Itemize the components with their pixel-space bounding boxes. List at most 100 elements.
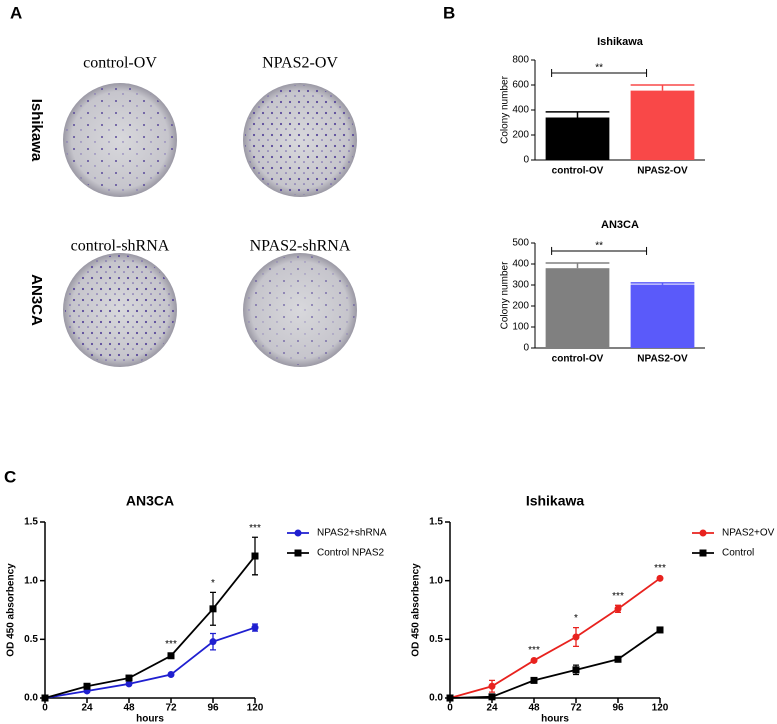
y-tick-label: 0: [523, 155, 529, 166]
legend-marker: [294, 529, 302, 537]
y-tick-label: 1.5: [24, 517, 38, 528]
x-tick-label: 120: [247, 703, 264, 714]
x-tick-label: control-OV: [552, 354, 604, 365]
x-tick-label: 96: [612, 703, 624, 714]
significance-label: ***: [165, 639, 177, 650]
data-point: [572, 666, 580, 674]
legend-label: Control: [722, 548, 754, 559]
significance-label: ***: [249, 523, 261, 534]
significance-label: ***: [528, 645, 540, 656]
x-tick-label: 48: [528, 703, 540, 714]
bar: [630, 284, 695, 348]
y-tick-label: 500: [512, 238, 529, 249]
column-label: NPAS2-shRNA: [250, 238, 351, 255]
legend-label: NPAS2+OV: [722, 528, 775, 539]
x-tick-label: 120: [652, 703, 669, 714]
series-line: [449, 577, 661, 699]
legend-marker: [294, 549, 302, 557]
x-tick-label: 72: [165, 703, 177, 714]
x-tick-label: 24: [486, 703, 498, 714]
y-tick-label: 1.0: [429, 575, 443, 586]
bar: [545, 268, 610, 348]
x-tick-label: NPAS2-OV: [637, 354, 688, 365]
y-tick-label: 0.0: [429, 693, 443, 704]
data-point: [614, 605, 622, 613]
series-line: [44, 555, 256, 699]
panel-label: C: [4, 467, 16, 486]
y-tick-label: 200: [512, 130, 529, 141]
data-point: [209, 638, 217, 646]
data-point: [656, 574, 664, 582]
y-tick-label: 0.5: [24, 634, 38, 645]
column-label: control-OV: [83, 55, 157, 72]
y-axis-label: OD 450 absorbency: [6, 563, 17, 657]
legend-label: Control NPAS2: [317, 548, 385, 559]
legend-marker: [699, 529, 707, 537]
legend-label: NPAS2+shRNA: [317, 528, 387, 539]
significance-label: *: [211, 578, 215, 589]
column-label: NPAS2-OV: [262, 55, 338, 72]
x-tick-label: 24: [81, 703, 93, 714]
dish-images: [63, 83, 357, 367]
x-tick-label: 0: [42, 703, 48, 714]
x-tick-label: 0: [447, 703, 453, 714]
data-point: [446, 694, 454, 702]
y-tick-label: 800: [512, 55, 529, 66]
column-label: control-shRNA: [71, 238, 170, 255]
bar: [630, 90, 695, 160]
y-tick-label: 100: [512, 322, 529, 333]
x-tick-label: 48: [123, 703, 135, 714]
data-point: [251, 624, 259, 632]
y-tick-label: 1.5: [429, 517, 443, 528]
data-point: [209, 605, 217, 613]
significance-label: **: [595, 63, 603, 74]
y-axis-label: Colony number: [500, 261, 511, 329]
data-point: [167, 671, 175, 679]
significance-label: *: [574, 613, 578, 624]
data-point: [530, 676, 538, 684]
row-label: AN3CA: [28, 274, 45, 326]
y-tick-label: 0.5: [429, 634, 443, 645]
y-tick-label: 0: [523, 343, 529, 354]
x-tick-label: control-OV: [552, 166, 604, 177]
y-axis-label: OD 450 absorbency: [411, 563, 422, 657]
data-point: [488, 682, 496, 690]
y-tick-label: 0.0: [24, 693, 38, 704]
data-point: [488, 693, 496, 701]
y-tick-label: 1.0: [24, 575, 38, 586]
x-tick-label: 72: [570, 703, 582, 714]
panel-label: A: [10, 3, 22, 22]
x-tick-label: 96: [207, 703, 219, 714]
data-point: [614, 655, 622, 663]
data-point: [251, 552, 259, 560]
data-point: [125, 674, 133, 682]
panel-label: B: [443, 3, 455, 22]
data-point: [125, 680, 133, 688]
significance-label: ***: [612, 591, 624, 602]
y-tick-label: 600: [512, 80, 529, 91]
significance-label: **: [595, 241, 603, 252]
data-point: [83, 682, 91, 690]
data-point: [656, 626, 664, 634]
x-axis-label: hours: [541, 714, 569, 724]
series-line: [44, 626, 256, 699]
series-line: [449, 629, 661, 699]
bar: [545, 117, 610, 160]
chart-title: Ishikawa: [526, 493, 585, 509]
chart-title: Ishikawa: [597, 36, 644, 48]
row-label: Ishikawa: [28, 99, 45, 162]
legend-marker: [699, 549, 707, 557]
y-axis-label: Colony number: [500, 75, 511, 143]
significance-label: ***: [654, 563, 666, 574]
y-tick-label: 400: [512, 259, 529, 270]
chart-title: AN3CA: [601, 219, 639, 231]
data-point: [41, 694, 49, 702]
x-tick-label: NPAS2-OV: [637, 166, 688, 177]
y-tick-label: 300: [512, 280, 529, 291]
chart-title: AN3CA: [126, 493, 174, 509]
data-point: [572, 633, 580, 641]
data-point: [530, 656, 538, 664]
data-point: [167, 652, 175, 660]
y-tick-label: 400: [512, 105, 529, 116]
